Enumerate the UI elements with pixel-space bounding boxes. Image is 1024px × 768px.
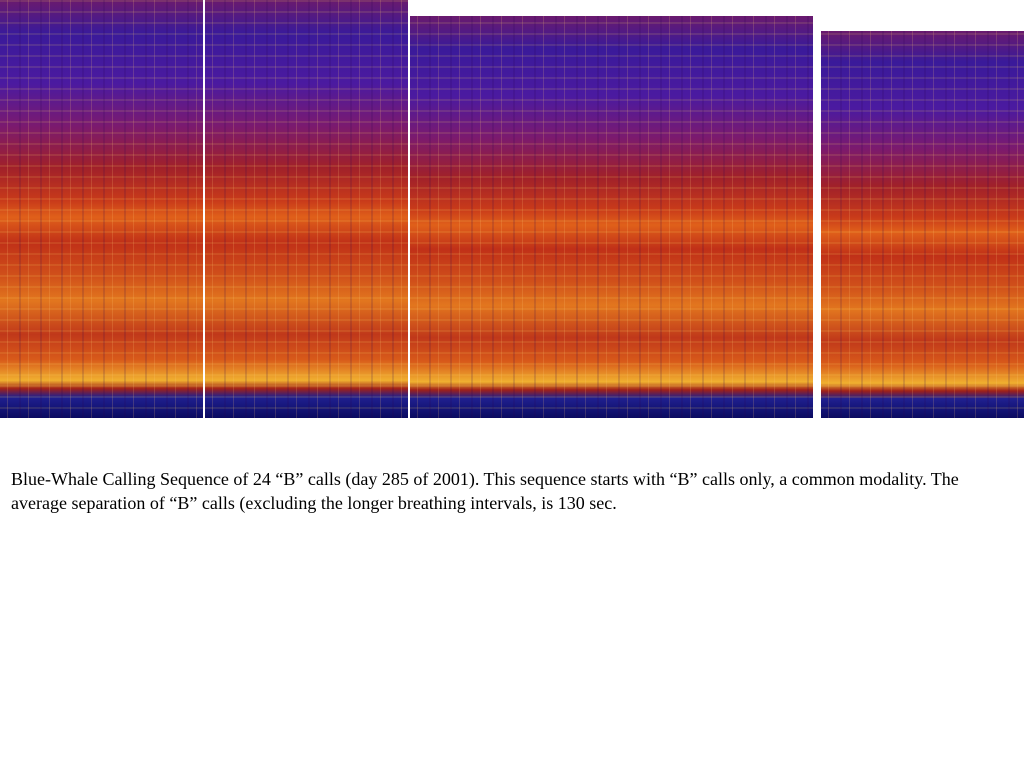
spectrogram [821, 31, 1024, 418]
caption: Blue-Whale Calling Sequence of 24 “B” ca… [11, 469, 959, 513]
spectrogram [0, 0, 203, 418]
spectrogram [410, 16, 813, 418]
spectrogram [205, 0, 408, 418]
